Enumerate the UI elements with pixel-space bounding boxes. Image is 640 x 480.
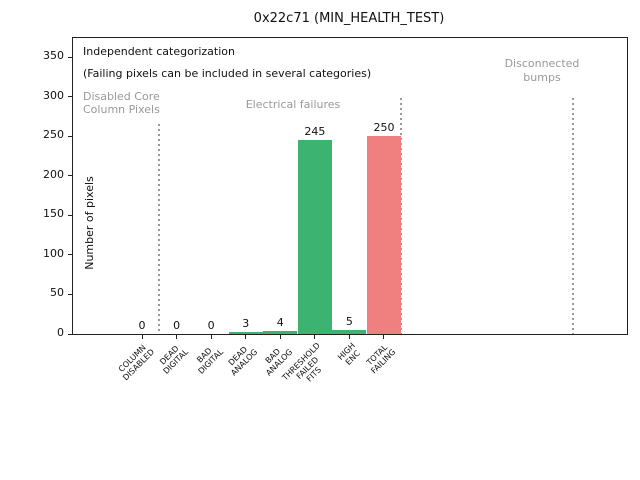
x-tick-label: DEAD ANALOG xyxy=(226,344,260,378)
bar-value-label: 245 xyxy=(304,125,326,139)
region-label-disabled-core-column-pixels: Disabled Core Column Pixels xyxy=(83,90,160,116)
x-axis-tick xyxy=(245,335,247,339)
x-axis-tick xyxy=(279,335,281,339)
separator-dotted-line-bumps xyxy=(572,98,574,334)
separator-dotted-line-disabled xyxy=(158,124,160,334)
y-axis-tick xyxy=(68,254,72,256)
y-axis-tick xyxy=(68,333,72,335)
y-tick-label: 350 xyxy=(43,49,64,62)
x-axis-tick xyxy=(383,335,385,339)
y-tick-label: 300 xyxy=(43,88,64,102)
chart-title: 0x22c71 (MIN_HEALTH_TEST) xyxy=(253,11,445,26)
y-tick-label: 0 xyxy=(57,326,64,339)
x-axis-tick xyxy=(176,335,178,339)
x-tick-label: COLUMN DISABLED xyxy=(116,343,156,383)
y-tick-label: 100 xyxy=(43,246,64,260)
x-tick-label: HIGH ENC xyxy=(335,341,362,367)
x-tick-label: DEAD DIGITAL xyxy=(158,343,191,376)
bar-value-label: 0 xyxy=(173,319,181,332)
y-tick-label: 150 xyxy=(43,207,64,221)
x-axis-tick xyxy=(314,335,316,339)
bar-value-label: 3 xyxy=(242,316,250,330)
y-axis-tick xyxy=(68,214,72,216)
y-tick-label: 200 xyxy=(43,167,64,181)
bar-value-label: 5 xyxy=(345,315,353,329)
bar xyxy=(332,330,367,334)
bar xyxy=(297,140,332,334)
x-axis-tick xyxy=(348,335,350,339)
bar xyxy=(366,136,401,334)
y-axis-label: Number of pixels xyxy=(83,176,96,270)
x-axis-tick xyxy=(141,335,143,339)
y-axis-tick xyxy=(68,175,72,177)
x-tick-label: BAD DIGITAL xyxy=(195,346,225,376)
bar xyxy=(228,331,263,334)
bar-value-label: 4 xyxy=(276,315,284,329)
bar-value-label: 0 xyxy=(207,319,215,332)
y-axis-tick xyxy=(68,96,72,98)
x-tick-label: TOTAL FAILING xyxy=(365,342,398,376)
plot-area: Number of pixels Independent categorizat… xyxy=(68,37,628,339)
x-axis-tick xyxy=(210,335,212,339)
region-label-electrical-failures: Electrical failures xyxy=(245,98,341,111)
separator-dotted-line-electrical xyxy=(400,98,402,334)
annotation-subheading: (Failing pixels can be included in sever… xyxy=(83,67,372,80)
bar-value-label: 250 xyxy=(373,121,395,135)
y-tick-label: 50 xyxy=(50,286,64,300)
y-tick-label: 250 xyxy=(43,128,64,142)
bar xyxy=(263,330,298,334)
annotation-heading: Independent categorization xyxy=(83,45,235,58)
region-label-disconnected-bumps: Disconnected bumps xyxy=(504,57,580,84)
y-axis-tick xyxy=(68,135,72,137)
y-axis-tick xyxy=(68,293,72,295)
y-axis-tick xyxy=(68,56,72,58)
bar-value-label: 0 xyxy=(138,319,146,332)
